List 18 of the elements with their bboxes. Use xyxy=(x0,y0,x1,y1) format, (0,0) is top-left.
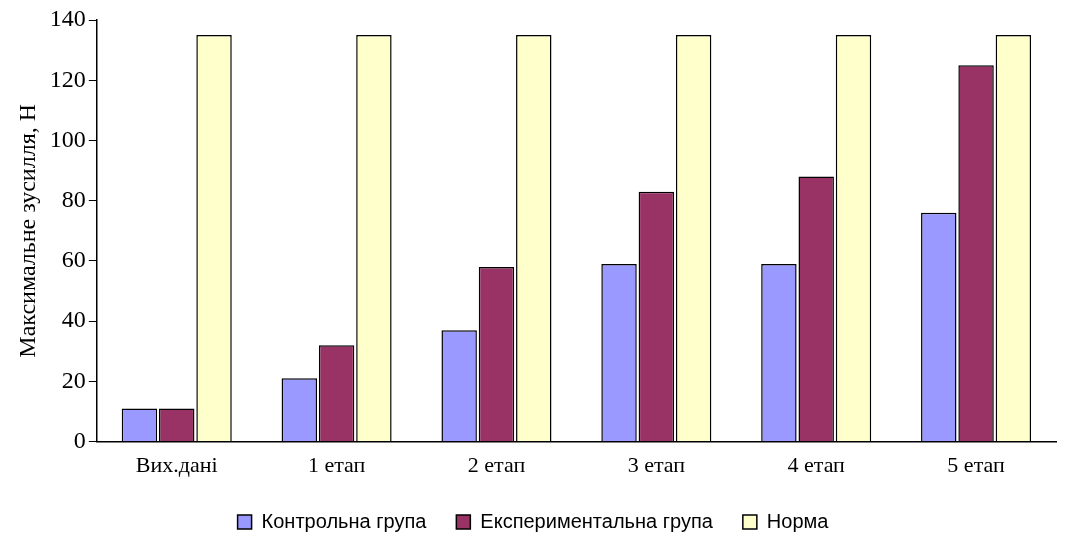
x-tick-label: 5 етап xyxy=(947,451,1005,477)
y-tick-label: 140 xyxy=(49,5,86,32)
legend-label: Норма xyxy=(766,509,830,532)
legend-label: Експериментальна група xyxy=(480,509,714,532)
x-tick-label: Вих.дані xyxy=(135,451,218,477)
y-tick-label: 100 xyxy=(49,125,86,152)
x-tick-label: 4 етап xyxy=(787,451,846,477)
x-tick-label: 3 етап xyxy=(627,451,686,477)
x-tick-label: 1 етап xyxy=(307,451,366,477)
legend-label: Контрольна група xyxy=(261,509,428,532)
y-tick-label: 80 xyxy=(61,185,86,212)
y-tick-label: 60 xyxy=(61,246,86,273)
x-tick-label: 2 етап xyxy=(467,451,526,477)
y-tick-label: 20 xyxy=(61,366,86,393)
y-tick-label: 120 xyxy=(49,65,86,92)
y-tick-label: 0 xyxy=(73,426,86,453)
y-axis-title: Максимальне зусилля, Н xyxy=(13,103,40,358)
y-tick-label: 40 xyxy=(61,306,86,333)
